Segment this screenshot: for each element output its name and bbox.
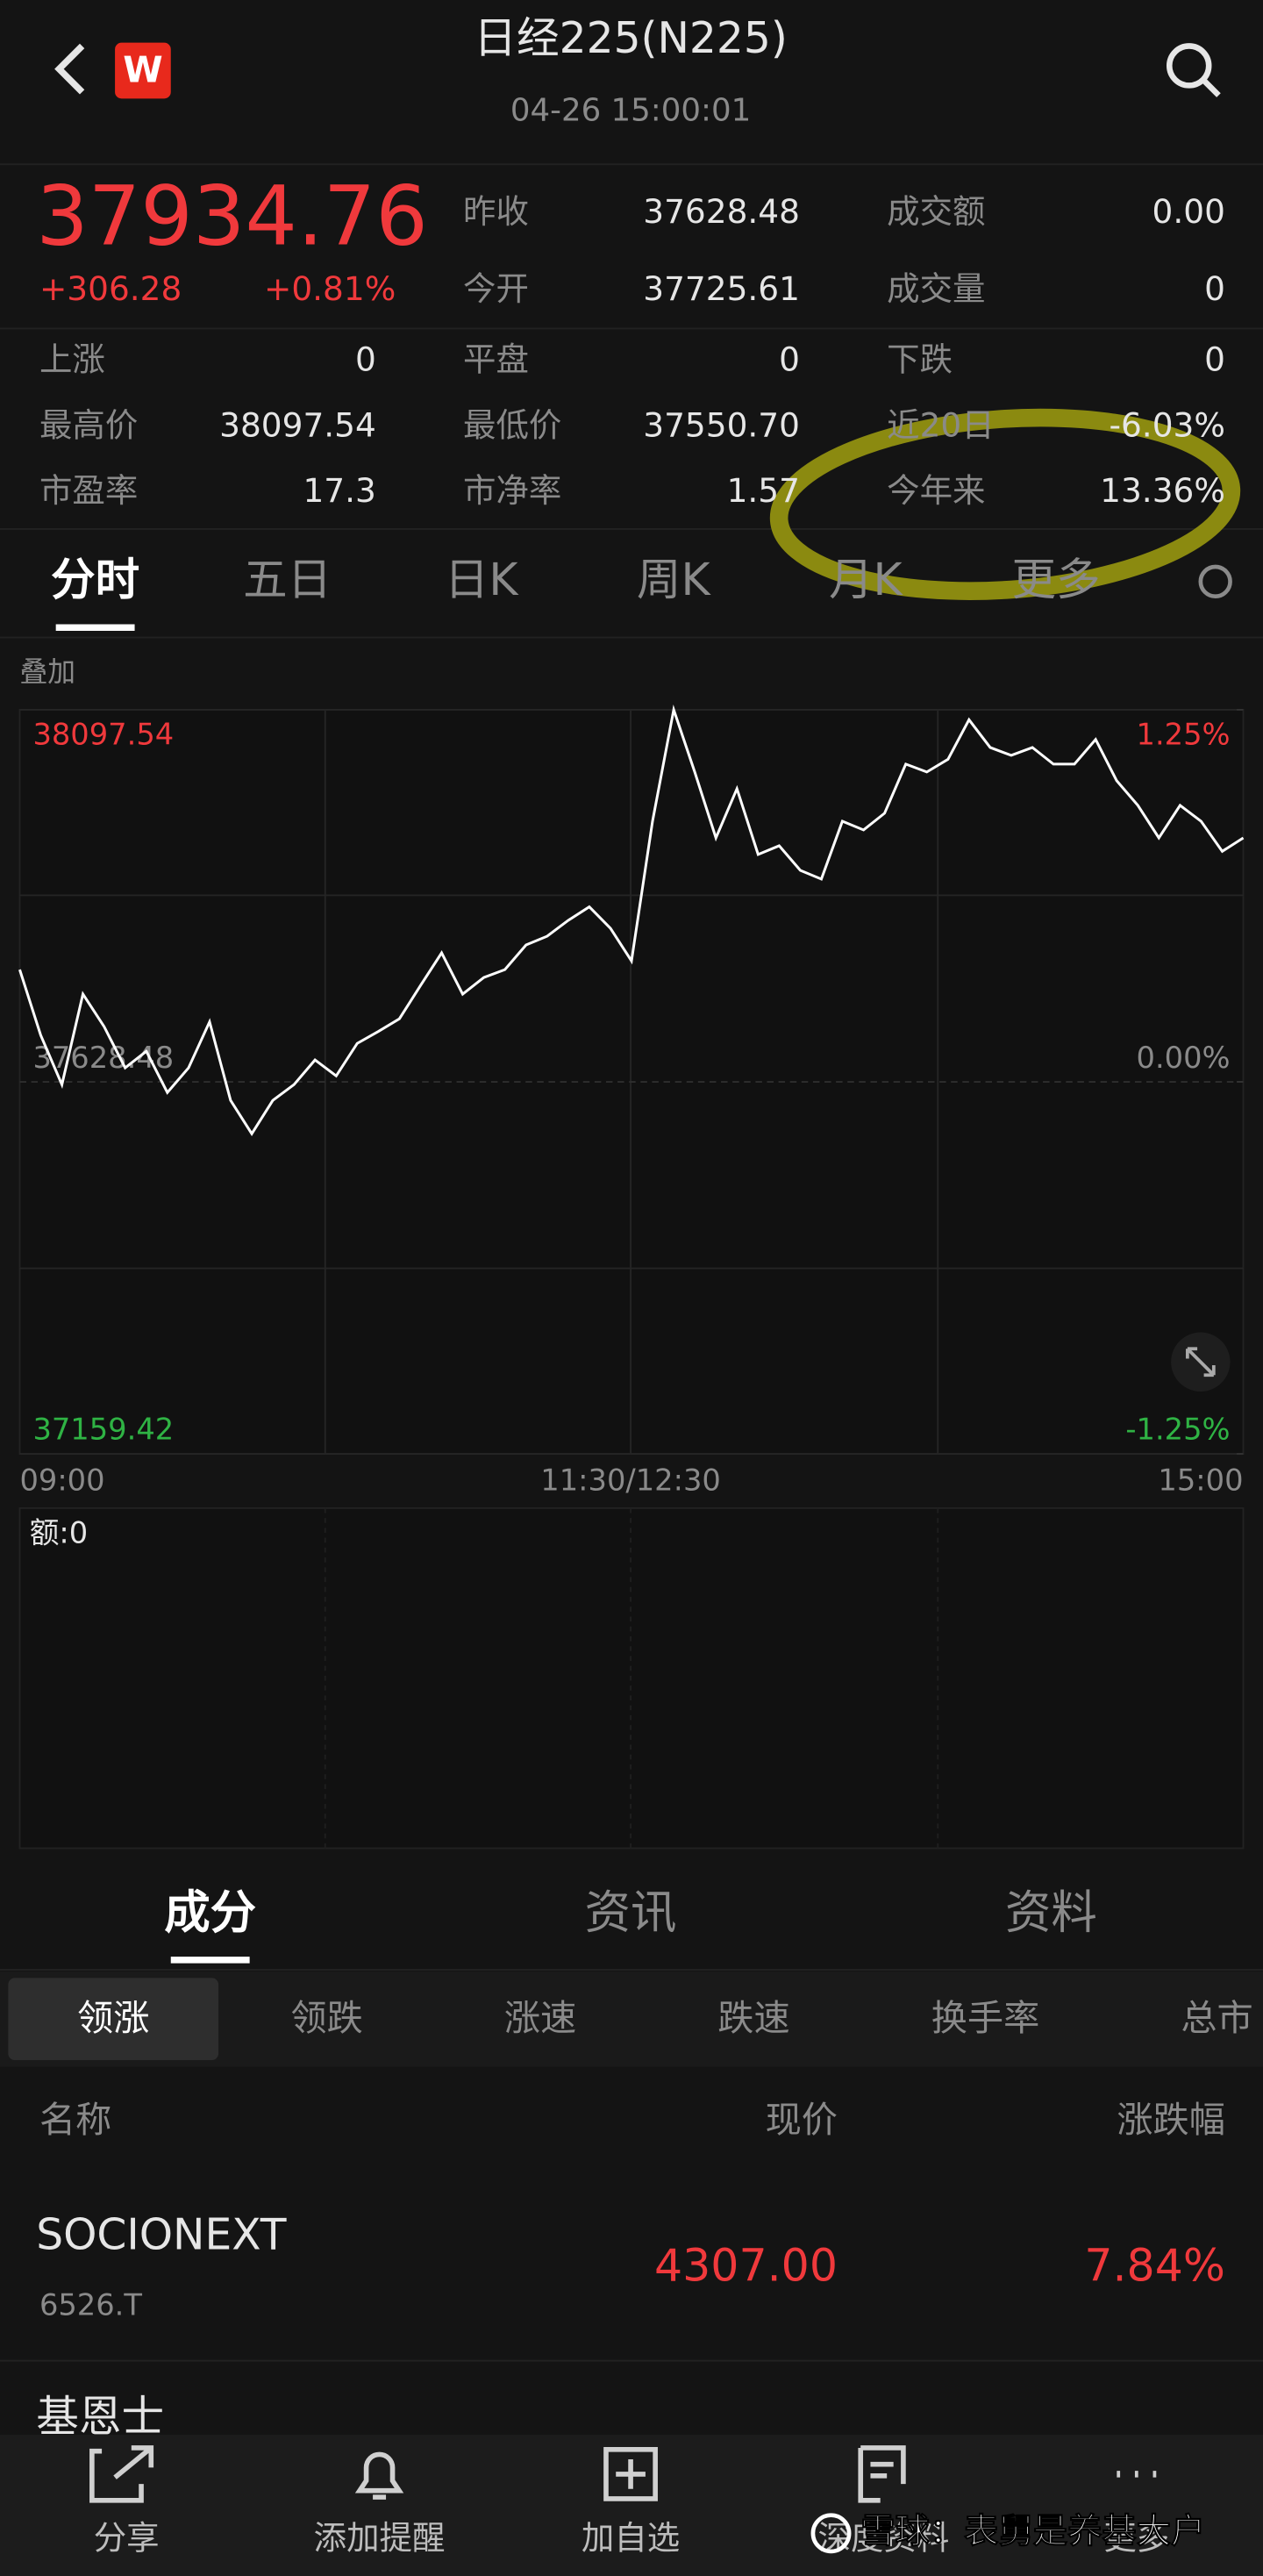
search-button[interactable] [1166, 43, 1221, 97]
volume-label: 额:0 [30, 1515, 88, 1549]
y2-tick-label: 1.25% [1137, 717, 1231, 751]
back-button[interactable] [54, 43, 85, 95]
nav-label[interactable]: 更多 [1103, 2518, 1169, 2557]
stat-label: 市盈率 [39, 471, 138, 510]
y2-tick-label: 0.00% [1137, 1041, 1231, 1075]
filter-tab[interactable]: 领跌 [290, 1997, 362, 2039]
section-tab[interactable]: 资讯 [585, 1885, 677, 1939]
chart-tab[interactable]: 月K [829, 554, 904, 605]
column-header: 名称 [39, 2099, 111, 2141]
nav-icon[interactable] [354, 2451, 404, 2500]
annotation-circle [769, 408, 1241, 600]
stat-label: 下跌 [887, 340, 953, 378]
filter-selected [8, 1978, 219, 2061]
volume-frame [18, 1506, 1245, 1850]
stat-value: 0.00 [1152, 192, 1225, 231]
stat-label: 成交额 [887, 192, 985, 231]
filter-tab[interactable]: 涨速 [504, 1997, 576, 2039]
nav-label[interactable]: 加自选 [582, 2518, 680, 2557]
column-header: 现价 [766, 2099, 838, 2141]
column-header: 涨跌幅 [1117, 2099, 1225, 2141]
x-tick-label: 15:00 [1158, 1463, 1243, 1497]
app-icon [115, 42, 171, 99]
watermark: 雪球：表舅是养基大户 [860, 2512, 1205, 2551]
section-tab[interactable]: 资料 [1005, 1885, 1097, 1939]
stat-label: 今年来 [887, 471, 985, 510]
filter-tab[interactable]: 换手率 [931, 1997, 1040, 2039]
chart-tab[interactable]: 更多 [1012, 554, 1101, 605]
y-tick-label: 37628.48 [32, 1041, 174, 1075]
x-tick-label: 11:30/12:30 [540, 1463, 721, 1497]
overlay-button[interactable]: 叠加 [19, 655, 75, 689]
filter-tab[interactable]: 跌速 [717, 1997, 789, 2039]
stat-value: 0 [779, 340, 800, 378]
bottom-nav [0, 2434, 1263, 2576]
stat-label: 成交量 [887, 269, 985, 308]
stock-change: 7.84% [1084, 2239, 1225, 2291]
stat-value: 38097.54 [219, 405, 376, 444]
stat-label: 最高价 [39, 405, 138, 444]
stat-label: 平盘 [463, 340, 529, 378]
stat-value: 0 [1204, 269, 1225, 308]
expand-button[interactable] [1171, 1332, 1231, 1392]
settings-button[interactable] [1198, 564, 1232, 599]
stat-label: 昨收 [463, 192, 529, 231]
nav-icon[interactable] [858, 2445, 906, 2503]
stock-name[interactable]: SOCIONEXT [36, 2210, 287, 2259]
nav-label[interactable]: 添加提醒 [314, 2518, 446, 2557]
section-tab[interactable]: 成分 [164, 1885, 256, 1939]
last-price: 37934.76 [36, 169, 428, 265]
price-line [18, 705, 1245, 1136]
stat-value: 17.3 [303, 471, 375, 510]
y-tick-label: 37159.42 [32, 1412, 174, 1446]
stock-code: 6526.T [39, 2287, 142, 2322]
page-title: 日经225(N225) [474, 14, 788, 63]
watermark-logo [810, 2513, 852, 2554]
nav-label[interactable]: 分享 [94, 2518, 160, 2557]
chart-tab[interactable]: 日K [445, 554, 520, 605]
y2-tick-label: -1.25% [1125, 1412, 1230, 1446]
chart-tab[interactable]: 五日 [243, 554, 332, 605]
stat-value: 1.57 [727, 471, 800, 510]
change-percent: +0.81% [264, 269, 396, 308]
stat-value: 0 [1204, 340, 1225, 378]
x-tick-label: 09:00 [19, 1463, 104, 1497]
stock-name[interactable]: 基恩士 [36, 2393, 164, 2442]
y-tick-label: 38097.54 [32, 717, 174, 751]
nav-icon[interactable] [603, 2447, 658, 2501]
stat-label: 近20日 [887, 405, 995, 444]
stat-label: 市净率 [463, 471, 561, 510]
chart-tab[interactable]: 周K [637, 554, 712, 605]
change: +306.28 [39, 269, 182, 308]
filter-tab[interactable]: 总市 [1181, 1997, 1252, 2039]
stat-value: 37628.48 [643, 192, 800, 231]
chart-tab[interactable]: 分时 [51, 554, 139, 605]
stat-label: 上涨 [39, 340, 105, 378]
stock-price: 4307.00 [654, 2239, 838, 2291]
stat-value: -6.03% [1109, 405, 1224, 444]
stat-label: 最低价 [463, 405, 561, 444]
stat-label: 今开 [463, 269, 529, 308]
filter-tab[interactable]: 领涨 [77, 1997, 149, 2039]
app-icon-letter: W [123, 48, 162, 90]
stat-value: 37725.61 [643, 269, 800, 308]
nav-icon[interactable] [89, 2445, 154, 2503]
stat-value: 13.36% [1100, 471, 1225, 510]
stat-value: 37550.70 [643, 405, 800, 444]
timestamp: 04-26 15:00:01 [510, 92, 751, 128]
stat-value: 0 [355, 340, 376, 378]
